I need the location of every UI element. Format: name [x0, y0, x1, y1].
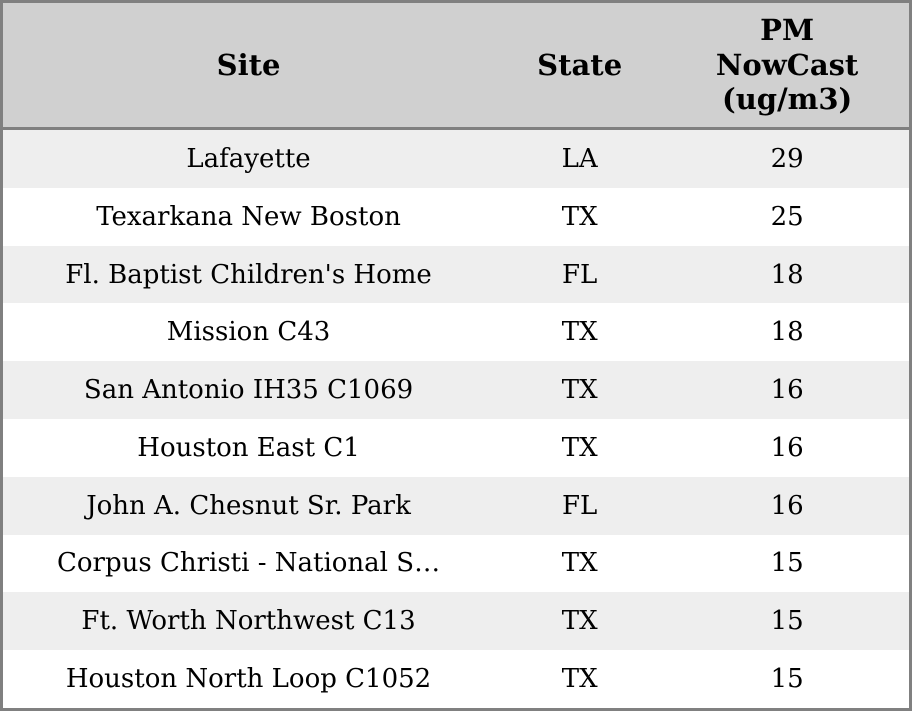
cell-pm: 15	[770, 548, 804, 579]
table-row: Lafayette LA 29	[3, 128, 909, 188]
cell-pm: 18	[770, 317, 804, 348]
header-row: Site State PM NowCast (ug/m3)	[3, 3, 909, 130]
cell-pm: 16	[770, 432, 804, 463]
cell-site: Corpus Christi - National S…	[56, 548, 441, 579]
cell-state: TX	[561, 201, 598, 232]
cell-site: Ft. Worth Northwest C13	[81, 606, 416, 637]
col-header-state: State	[494, 3, 666, 130]
table-row: Mission C43 TX 18	[3, 303, 909, 362]
cell-state: FL	[562, 490, 598, 521]
table-row: San Antonio IH35 C1069 TX 16	[3, 361, 909, 419]
cell-pm: 15	[770, 606, 804, 637]
cell-pm: 25	[770, 201, 804, 232]
cell-state: TX	[561, 375, 598, 406]
cell-site: Mission C43	[166, 317, 331, 348]
table-row: Houston East C1 TX 16	[3, 418, 909, 477]
cell-state: TX	[561, 548, 598, 579]
cell-state: FL	[562, 259, 598, 290]
table-row: Texarkana New Boston TX 25	[3, 187, 909, 246]
cell-state: LA	[561, 143, 598, 174]
table-row: Ft. Worth Northwest C13 TX 15	[3, 592, 909, 651]
col-header-site: Site	[3, 3, 495, 130]
cell-pm: 16	[770, 490, 804, 521]
cell-state: TX	[561, 317, 598, 348]
cell-site: John A. Chesnut Sr. Park	[86, 490, 411, 521]
cell-pm: 15	[770, 664, 804, 695]
col-header-pm-nowcast: PM NowCast (ug/m3)	[665, 3, 909, 130]
table-row: Fl. Baptist Children's Home FL 18	[3, 245, 909, 304]
cell-pm: 16	[770, 375, 804, 406]
cell-site: Lafayette	[186, 143, 311, 174]
table-row: John A. Chesnut Sr. Park FL 16	[3, 476, 909, 535]
cell-site: Houston North Loop C1052	[65, 664, 432, 695]
table-body: Lafayette LA 29 Texarkana New Boston TX 25 Fl.…	[3, 128, 909, 708]
cell-site: Texarkana New Boston	[96, 201, 401, 232]
cell-site: Fl. Baptist Children's Home	[65, 259, 432, 290]
cell-pm: 29	[770, 143, 804, 174]
table-row: Corpus Christi - National S… TX 15	[3, 534, 909, 593]
cell-site: San Antonio IH35 C1069	[83, 375, 414, 406]
cell-state: TX	[561, 664, 598, 695]
data-table: Site State PM NowCast (ug/m3) Lafayette L…	[3, 3, 909, 708]
cell-state: TX	[561, 432, 598, 463]
cell-site: Houston East C1	[137, 432, 360, 463]
cell-pm: 18	[770, 259, 804, 290]
table-row: Houston North Loop C1052 TX 15	[3, 650, 909, 708]
cell-state: TX	[561, 606, 598, 637]
